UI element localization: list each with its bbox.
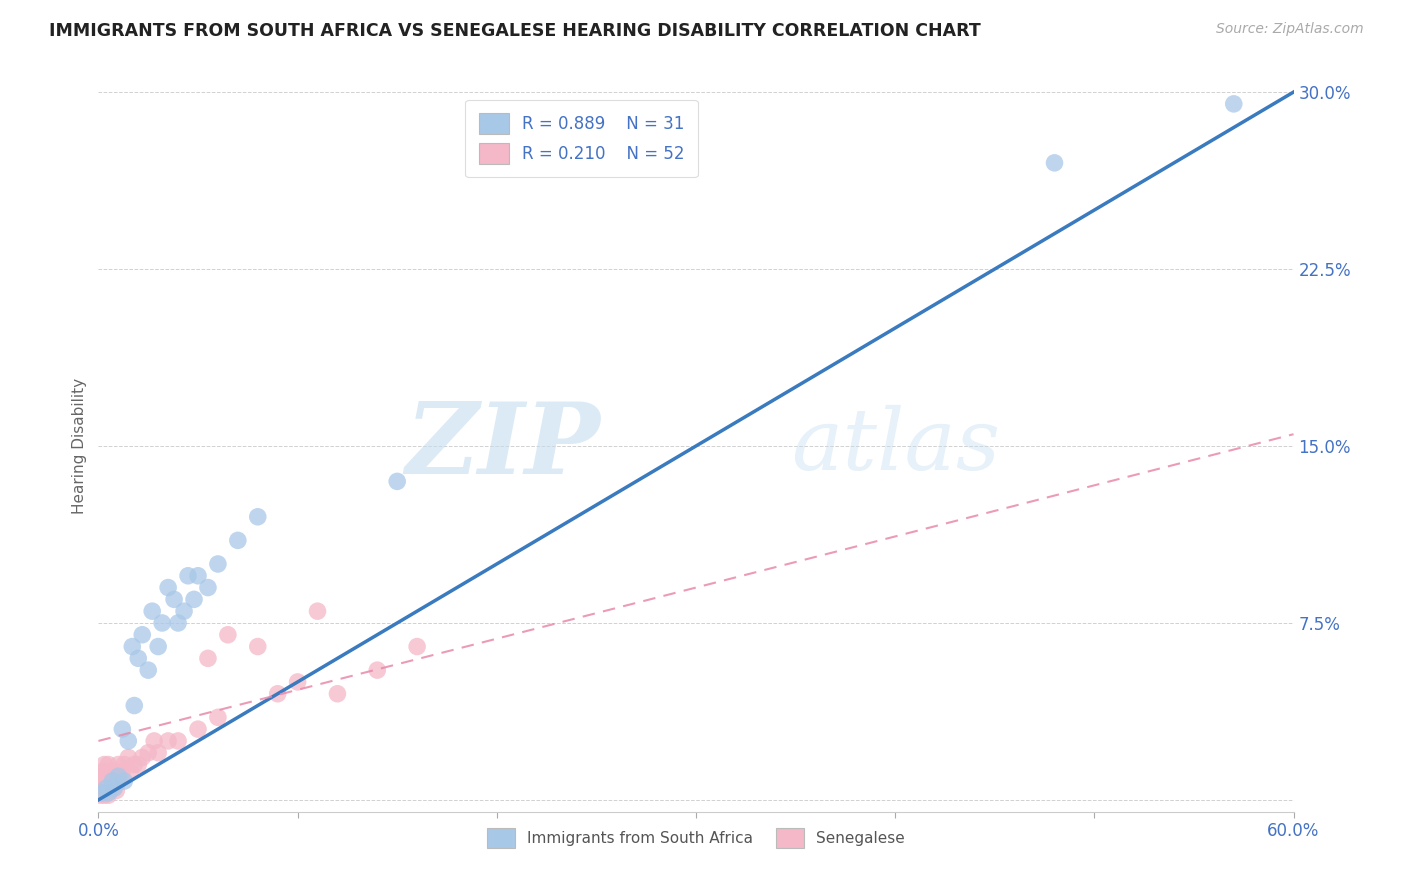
Point [124,698,146,713]
Point [117,734,139,748]
Point [127,651,149,665]
Point [98,783,122,797]
Text: Source: ZipAtlas.com: Source: ZipAtlas.com [1216,22,1364,37]
Point [385,475,409,489]
Point [105,783,128,797]
Text: IMMIGRANTS FROM SOUTH AFRICA VS SENEGALESE HEARING DISABILITY CORRELATION CHART: IMMIGRANTS FROM SOUTH AFRICA VS SENEGALE… [49,22,981,40]
Point [112,757,135,772]
Point [173,604,195,618]
Y-axis label: Hearing Disability: Hearing Disability [72,378,87,514]
Point [406,640,429,654]
Point [141,604,163,618]
Point [107,757,129,772]
Point [366,663,388,677]
Point [93,781,115,796]
Point [120,764,142,779]
Point [197,651,219,665]
Point [136,663,159,677]
Point [307,604,329,618]
Text: atlas: atlas [792,405,1001,487]
Point [127,757,149,772]
Point [96,781,118,796]
Point [89,781,111,796]
Point [117,750,139,764]
Point [93,774,115,789]
Point [96,769,118,783]
Point [103,781,125,796]
Point [91,764,114,779]
Point [150,615,173,630]
Point [148,746,170,760]
Point [121,640,143,654]
Point [124,757,146,772]
Point [131,750,153,764]
Point [267,687,290,701]
Point [110,769,132,783]
Point [105,769,128,783]
Point [96,779,118,793]
Point [91,776,114,790]
Point [103,764,125,779]
Point [157,581,180,595]
Point [287,675,309,690]
Point [246,640,269,654]
Point [226,533,249,548]
Point [103,779,125,793]
Point [183,592,205,607]
Point [91,786,114,800]
Point [97,786,120,800]
Point [136,746,159,760]
Point [197,581,219,595]
Point [89,769,111,783]
Point [111,764,134,779]
Point [217,628,239,642]
Point [207,710,229,724]
Point [107,774,129,789]
Point [187,722,209,736]
Point [97,774,120,789]
Point [167,615,190,630]
Point [326,687,349,701]
Legend: Immigrants from South Africa, Senegalese: Immigrants from South Africa, Senegalese [479,821,912,855]
Point [1043,156,1066,170]
Point [187,568,209,582]
Point [143,734,166,748]
Point [97,757,120,772]
Point [107,769,129,783]
Point [111,722,134,736]
Point [101,769,124,783]
Point [148,640,170,654]
Point [167,734,190,748]
Text: ZIP: ZIP [405,398,600,494]
Point [131,628,153,642]
Point [1223,96,1246,111]
Point [157,734,180,748]
Point [112,774,135,789]
Point [207,557,229,571]
Point [93,788,115,802]
Point [97,788,120,802]
Point [101,781,124,796]
Point [89,788,111,802]
Point [163,592,186,607]
Point [93,757,115,772]
Point [98,774,122,789]
Point [246,509,269,524]
Point [101,774,124,789]
Point [91,786,114,800]
Point [98,764,122,779]
Point [97,781,120,796]
Point [177,568,200,582]
Point [96,786,118,800]
